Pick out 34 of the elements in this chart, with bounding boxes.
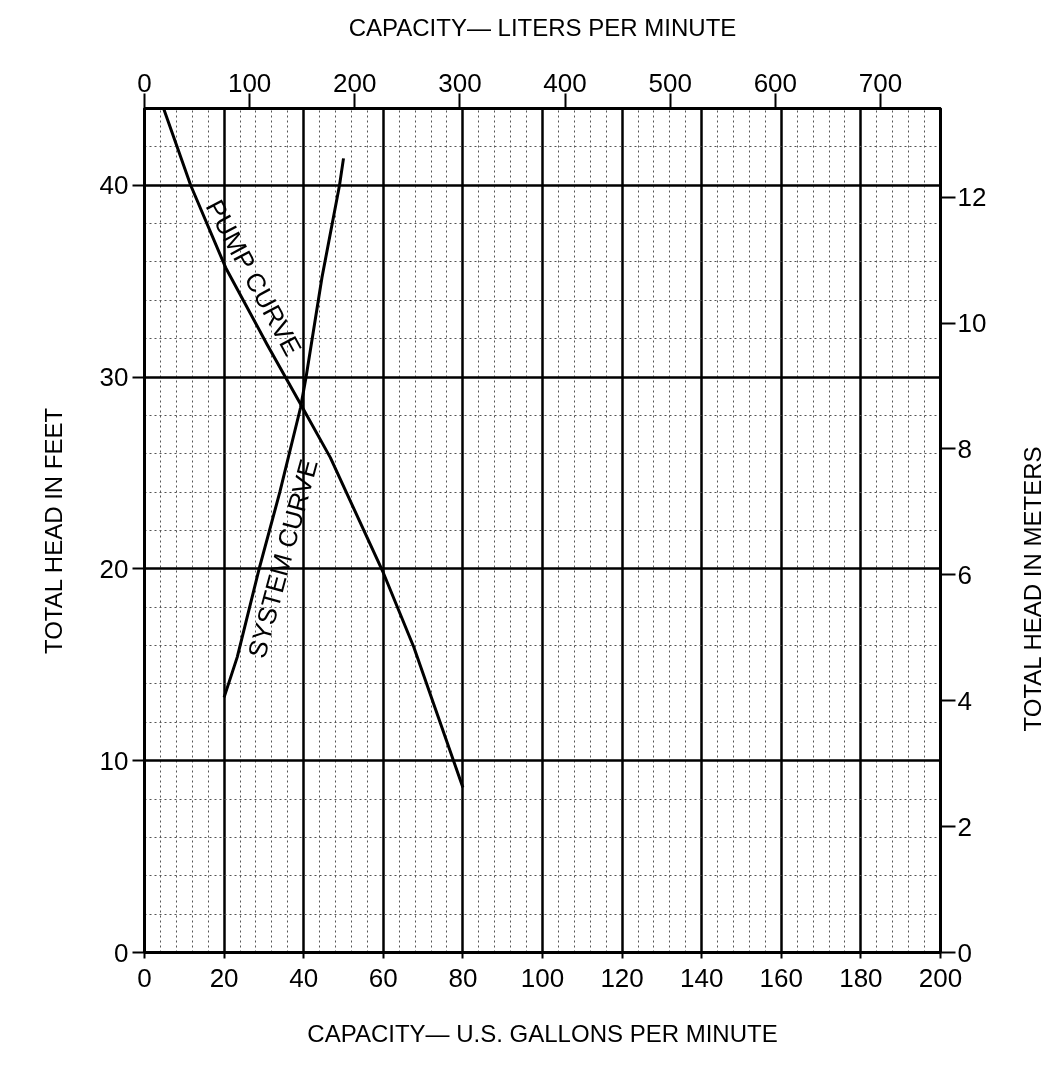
y-axis-title: TOTAL HEAD IN FEET — [39, 407, 67, 655]
y-tick-label: 0 — [114, 937, 129, 968]
x-tick-label: 180 — [839, 962, 883, 993]
y2-tick-label: 6 — [957, 559, 972, 590]
x-tick-label: 40 — [289, 962, 319, 993]
x-tick-label: 160 — [759, 962, 803, 993]
x-tick-label: 0 — [137, 962, 152, 993]
x-tick-label: 140 — [680, 962, 724, 993]
x2-tick-label: 600 — [753, 67, 798, 98]
x-tick-label: 60 — [368, 962, 398, 993]
x2-tick-label: 300 — [438, 67, 482, 98]
x2-tick-label: 700 — [858, 67, 903, 98]
x2-tick-label: 0 — [137, 67, 152, 98]
y-tick-label: 40 — [99, 170, 129, 201]
y2-tick-label: 12 — [957, 182, 987, 213]
x-tick-label: 80 — [448, 962, 478, 993]
y-tick-label: 20 — [99, 553, 129, 584]
y-tick-label: 30 — [99, 362, 129, 393]
x2-tick-label: 400 — [543, 67, 587, 98]
x2-tick-label: 100 — [227, 67, 272, 98]
y2-axis-title: TOTAL HEAD IN METERS — [1019, 446, 1047, 732]
y2-tick-label: 4 — [957, 685, 972, 716]
y2-tick-label: 8 — [957, 434, 972, 464]
x2-tick-label: 200 — [333, 67, 377, 98]
x-tick-label: 100 — [520, 962, 565, 993]
x2-axis-title: CAPACITY— LITERS PER MINUTE — [348, 13, 737, 41]
y-tick-label: 10 — [99, 745, 129, 776]
x-tick-label: 20 — [209, 962, 239, 993]
y2-tick-label: 10 — [957, 308, 987, 339]
x2-tick-label: 500 — [648, 67, 692, 98]
text: SYSTEM CURVE — [241, 455, 324, 662]
y2-tick-label: 2 — [957, 811, 972, 842]
x-axis-title: CAPACITY— U.S. GALLONS PER MINUTE — [307, 1019, 778, 1047]
x-tick-label: 120 — [600, 962, 644, 993]
